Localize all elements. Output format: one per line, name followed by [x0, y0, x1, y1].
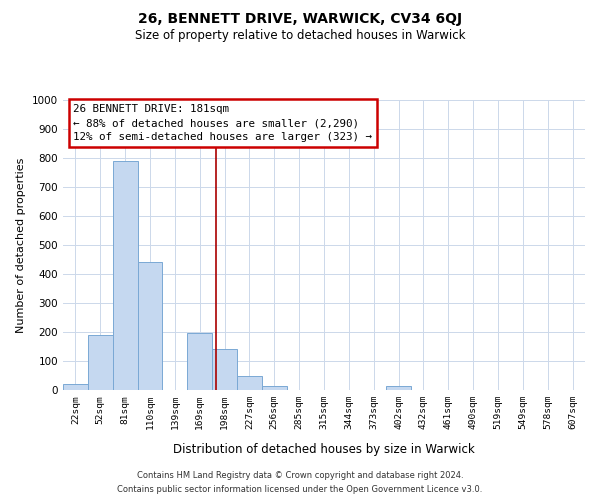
Bar [88, 335, 113, 390]
Text: Size of property relative to detached houses in Warwick: Size of property relative to detached ho… [135, 29, 465, 42]
Bar [262, 386, 287, 390]
Text: Contains public sector information licensed under the Open Government Licence v3: Contains public sector information licen… [118, 484, 482, 494]
Bar [212, 350, 237, 390]
Y-axis label: Number of detached properties: Number of detached properties [16, 158, 26, 332]
Bar [63, 384, 88, 390]
Text: 26, BENNETT DRIVE, WARWICK, CV34 6QJ: 26, BENNETT DRIVE, WARWICK, CV34 6QJ [138, 12, 462, 26]
Bar [187, 333, 212, 390]
Text: Distribution of detached houses by size in Warwick: Distribution of detached houses by size … [173, 442, 475, 456]
Text: Contains HM Land Registry data © Crown copyright and database right 2024.: Contains HM Land Registry data © Crown c… [137, 472, 463, 480]
Bar [113, 161, 137, 390]
Bar [386, 386, 411, 390]
Text: 26 BENNETT DRIVE: 181sqm
← 88% of detached houses are smaller (2,290)
12% of sem: 26 BENNETT DRIVE: 181sqm ← 88% of detach… [73, 104, 373, 142]
Bar [237, 376, 262, 390]
Bar [137, 262, 163, 390]
